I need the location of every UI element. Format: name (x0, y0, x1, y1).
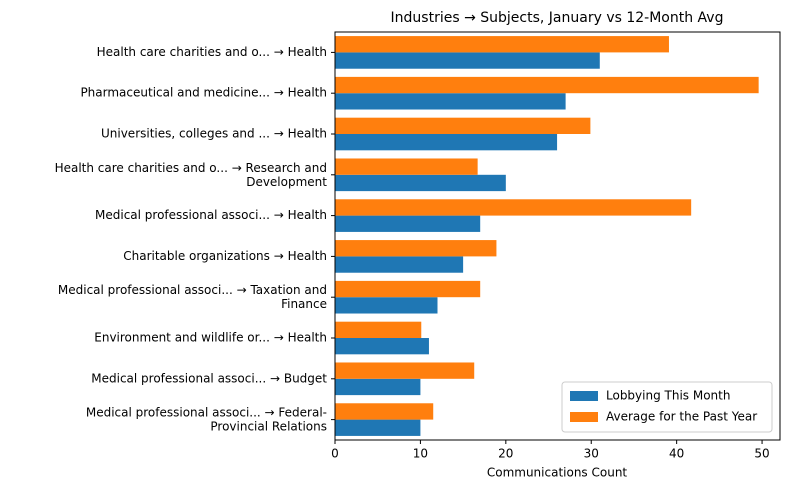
y-tick-label: Medical professional associ... → Federal… (86, 405, 327, 433)
bar (335, 280, 481, 298)
bar (335, 378, 421, 396)
bar (335, 76, 759, 94)
legend-box (561, 381, 773, 433)
legend-swatch (570, 412, 598, 422)
bar (335, 174, 506, 192)
bar (335, 338, 429, 355)
bar (335, 36, 669, 53)
y-tick-label: Health care charities and o... → Researc… (55, 160, 328, 188)
bar (335, 362, 475, 379)
bar (335, 117, 591, 134)
x-tick-label: 0 (331, 447, 339, 461)
plot-frame (334, 31, 781, 441)
bar (335, 215, 481, 232)
x-tick-label: 50 (754, 447, 769, 461)
bar (335, 240, 497, 257)
bar (335, 419, 421, 436)
y-tick-label: Charitable organizations → Health (123, 249, 327, 263)
bar (335, 297, 438, 314)
chart-title: Industries → Subjects, January vs 12-Mon… (391, 10, 724, 26)
bar (335, 93, 566, 110)
y-tick-label: Medical professional associ... → Health (95, 208, 327, 222)
bar (335, 321, 422, 338)
x-axis-label: Communications Count (487, 466, 628, 480)
bar (335, 52, 600, 69)
y-tick-label: Pharmaceutical and medicine... → Health (80, 86, 327, 100)
x-tick-label: 40 (669, 447, 684, 461)
legend-label: Lobbying This Month (606, 389, 730, 403)
y-tick-label: Medical professional associ... → Taxatio… (58, 283, 327, 311)
bar (335, 199, 692, 216)
bar (335, 134, 558, 151)
x-tick-label: 10 (413, 447, 428, 461)
bar (335, 403, 434, 420)
x-tick-label: 20 (498, 447, 513, 461)
y-tick-label: Universities, colleges and ... → Health (101, 127, 327, 141)
legend-swatch (570, 391, 598, 401)
y-tick-label: Health care charities and o... → Health (97, 45, 327, 59)
y-tick-label: Medical professional associ... → Budget (91, 371, 327, 385)
legend-label: Average for the Past Year (606, 410, 757, 424)
bar (335, 158, 478, 175)
y-tick-label: Environment and wildlife or... → Health (94, 331, 327, 345)
x-tick-label: 30 (584, 447, 599, 461)
bar (335, 256, 464, 273)
